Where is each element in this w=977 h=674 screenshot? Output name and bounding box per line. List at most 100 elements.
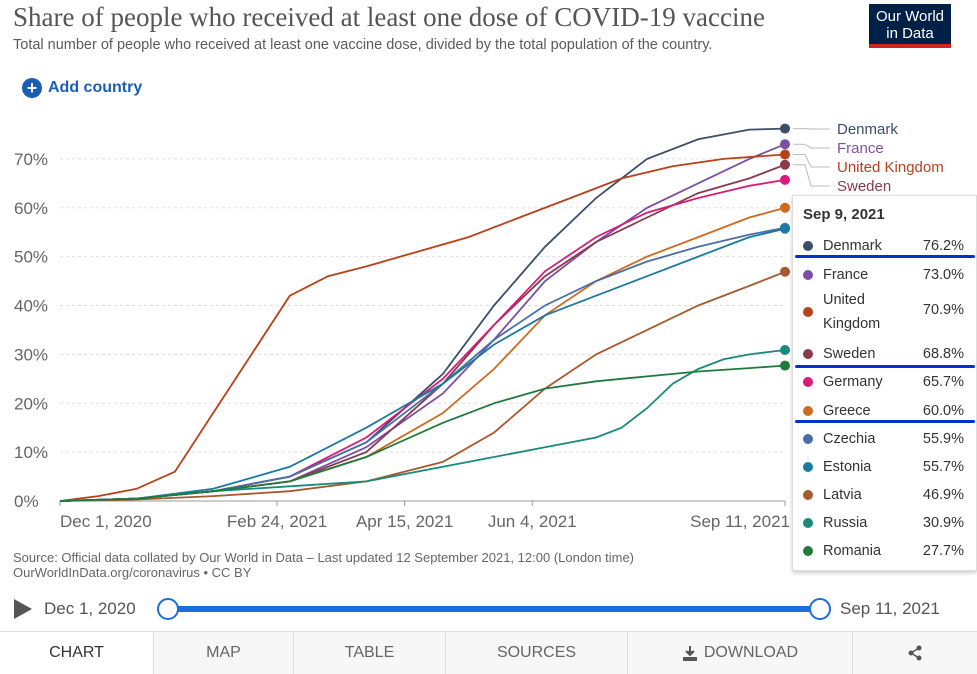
source-line2: OurWorldInData.org/coronavirus • CC BY (13, 565, 634, 580)
tab-sources[interactable]: SOURCES (445, 632, 627, 674)
tooltip-value: 68.8% (923, 346, 964, 362)
series-line-germany[interactable] (60, 180, 785, 501)
end-label: France (837, 140, 884, 157)
highlight-underline (795, 255, 975, 258)
end-label: Denmark (837, 121, 898, 138)
series-endpoint (780, 139, 790, 149)
series-line-denmark[interactable] (60, 129, 785, 501)
tab-chart[interactable]: CHART (0, 632, 153, 674)
timeline-track[interactable] (166, 606, 818, 612)
source-line1: Source: Official data collated by Our Wo… (13, 550, 634, 565)
tooltip-value: 27.7% (923, 543, 964, 559)
label-connector (793, 165, 830, 186)
label-connector (793, 144, 830, 148)
share-icon (907, 645, 923, 661)
tooltip-date: Sep 9, 2021 (803, 206, 885, 223)
tooltip-value: 55.7% (923, 459, 964, 475)
tooltip-value: 73.0% (923, 267, 964, 283)
tab-map[interactable]: MAP (153, 632, 293, 674)
x-tick-label: Sep 11, 2021 (690, 512, 790, 531)
series-line-estonia[interactable] (60, 229, 785, 501)
tooltip-country: Czechia (823, 427, 875, 451)
series-endpoint (780, 267, 790, 277)
y-tick-label: 20% (14, 394, 48, 413)
timeline: Dec 1, 2020 Sep 11, 2021 (0, 596, 977, 626)
tooltip-row: France 73.0% (793, 263, 976, 287)
timeline-start-handle[interactable] (157, 598, 179, 620)
series-line-czechia[interactable] (60, 228, 785, 501)
series-line-romania[interactable] (60, 366, 785, 501)
tooltip-country: Germany (823, 370, 883, 394)
y-tick-label: 50% (14, 248, 48, 267)
y-tick-label: 70% (14, 150, 48, 169)
tooltip-value: 76.2% (923, 238, 964, 254)
series-endpoint (780, 175, 790, 185)
tooltip-value: 60.0% (923, 403, 964, 419)
tooltip-value: 65.7% (923, 374, 964, 390)
x-tick-label: Feb 24, 2021 (227, 512, 327, 531)
tab-download[interactable]: DOWNLOAD (627, 632, 852, 674)
series-endpoint (780, 203, 790, 213)
highlight-underline (795, 365, 975, 368)
y-tick-label: 10% (14, 443, 48, 462)
series-line-france[interactable] (60, 144, 785, 501)
y-tick-label: 0% (14, 492, 39, 511)
y-tick-label: 40% (14, 297, 48, 316)
tab-label: DOWNLOAD (704, 644, 798, 662)
y-tick-label: 30% (14, 345, 48, 364)
tab-table[interactable]: TABLE (293, 632, 445, 674)
series-endpoint (780, 124, 790, 134)
tooltip-country: Russia (823, 511, 867, 535)
tab-share[interactable] (852, 632, 977, 674)
x-tick-label: Apr 15, 2021 (356, 512, 453, 531)
tab-label: CHART (49, 644, 104, 662)
legend-dot (803, 307, 813, 317)
tab-label: TABLE (345, 644, 395, 662)
legend-dot (803, 546, 813, 556)
tooltip-country: Romania (823, 539, 881, 563)
source-note: Source: Official data collated by Our Wo… (13, 550, 634, 580)
end-label: Sweden (837, 178, 891, 195)
series-line-latvia[interactable] (60, 272, 785, 501)
tab-label: MAP (206, 644, 241, 662)
x-tick-label: Dec 1, 2020 (60, 512, 152, 531)
timeline-end-handle[interactable] (809, 598, 831, 620)
series-endpoint (780, 224, 790, 234)
end-label: United Kingdom (837, 159, 944, 176)
legend-dot (803, 490, 813, 500)
download-icon (682, 645, 698, 661)
tooltip-row: Czechia 55.9% (793, 427, 976, 451)
play-icon[interactable] (14, 599, 32, 619)
tooltip-row: Latvia 46.9% (793, 483, 976, 507)
legend-dot (803, 241, 813, 251)
series-endpoint (780, 160, 790, 170)
series-endpoint (780, 345, 790, 355)
series-line-united-kingdom[interactable] (60, 155, 785, 502)
tab-bar: CHART MAP TABLE SOURCES DOWNLOAD (0, 631, 977, 674)
legend-dot (803, 462, 813, 472)
legend-dot (803, 406, 813, 416)
legend-dot (803, 434, 813, 444)
legend-dot (803, 518, 813, 528)
highlight-underline (795, 420, 975, 423)
tooltip-value: 70.9% (923, 302, 964, 318)
tooltip-country: Estonia (823, 455, 871, 479)
tooltip-value: 55.9% (923, 431, 964, 447)
tooltip-country: Latvia (823, 483, 862, 507)
legend-dot (803, 377, 813, 387)
tooltip-row: Germany 65.7% (793, 370, 976, 394)
series-line-sweden[interactable] (60, 165, 785, 501)
y-tick-label: 60% (14, 199, 48, 218)
legend-dot (803, 270, 813, 280)
timeline-start-label: Dec 1, 2020 (44, 599, 136, 619)
tooltip-row: Estonia 55.7% (793, 455, 976, 479)
tooltip-value: 46.9% (923, 487, 964, 503)
tooltip-country: Sweden (823, 342, 875, 366)
tab-label: SOURCES (497, 644, 576, 662)
tooltip-country: France (823, 263, 868, 287)
series-endpoint (780, 361, 790, 371)
